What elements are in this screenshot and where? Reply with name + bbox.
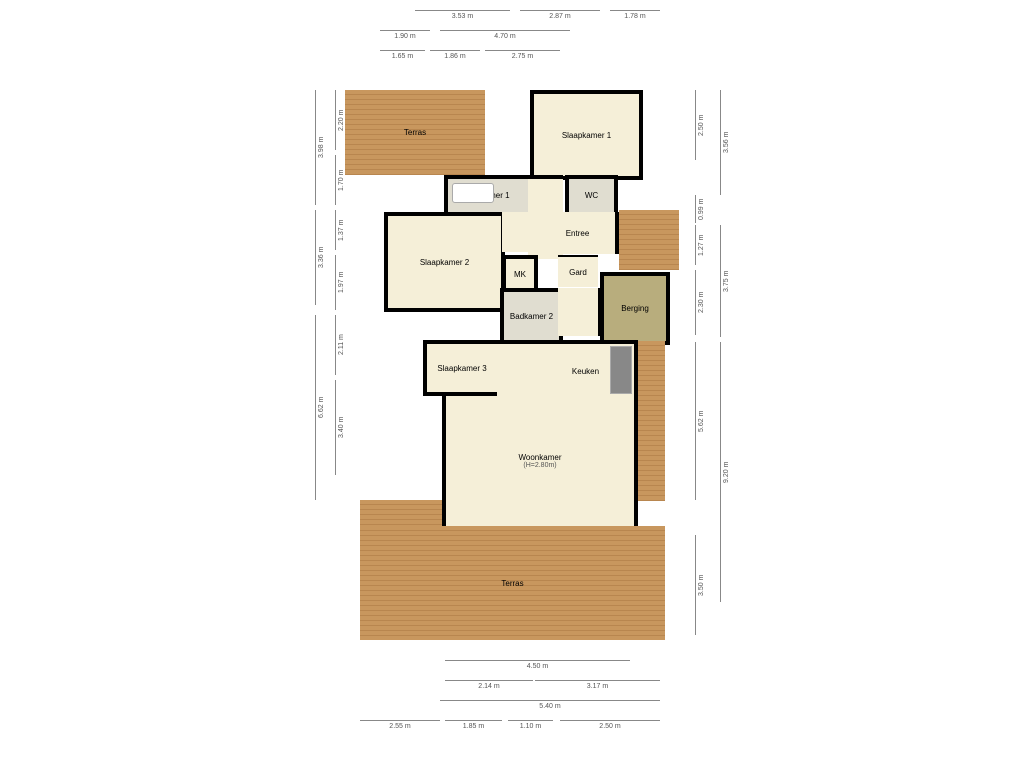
room-entree: Entree xyxy=(540,212,619,254)
dim-label: 3.98 m xyxy=(315,90,325,205)
dim-label: 1.37 m xyxy=(335,210,345,250)
hallway-mid xyxy=(502,212,540,252)
dim-label: 3.75 m xyxy=(720,225,730,337)
dim-label: 1.86 m xyxy=(430,50,480,60)
room-gard: Gard xyxy=(558,255,598,287)
room-terras-top: Terras xyxy=(345,90,485,175)
dim-label: 3.53 m xyxy=(415,10,510,20)
room-slaapkamer2: Slaapkamer 2 xyxy=(384,212,505,312)
dim-label: 2.50 m xyxy=(695,90,705,160)
dim-label: 0.99 m xyxy=(695,195,705,223)
dim-label: 1.27 m xyxy=(695,225,705,265)
label-terras1: Terras xyxy=(404,128,426,137)
dim-label: 1.70 m xyxy=(335,155,345,205)
dim-label: 5.40 m xyxy=(440,700,660,710)
dim-label: 3.50 m xyxy=(695,535,705,635)
dim-label: 1.85 m xyxy=(445,720,502,730)
dim-label: 1.78 m xyxy=(610,10,660,20)
floorplan-canvas: Terras Slaapkamer 1 Badkamer 1 WC Entree… xyxy=(0,0,1024,768)
room-badkamer1: Badkamer 1 xyxy=(444,175,532,216)
room-berging: Berging xyxy=(600,272,670,345)
dim-label: 9.20 m xyxy=(720,342,730,602)
dim-label: 2.11 m xyxy=(335,315,345,375)
label-woonkamer-sub: (H=2.80m) xyxy=(523,462,556,469)
label-entree: Entree xyxy=(566,229,590,238)
dim-label: 4.70 m xyxy=(440,30,570,40)
dim-label: 2.14 m xyxy=(445,680,533,690)
dim-label: 2.75 m xyxy=(485,50,560,60)
room-badkamer2: Badkamer 2 xyxy=(500,288,563,344)
dim-label: 2.50 m xyxy=(560,720,660,730)
label-gard: Gard xyxy=(569,268,587,277)
room-slaapkamer1: Slaapkamer 1 xyxy=(530,90,643,180)
hallway-gard xyxy=(558,288,600,336)
label-keuken: Keuken xyxy=(572,367,599,376)
label-berging: Berging xyxy=(621,304,649,313)
terras-strip-mid xyxy=(637,341,665,501)
counter-icon xyxy=(610,346,632,394)
dim-label: 1.97 m xyxy=(335,255,345,310)
label-terras2: Terras xyxy=(501,579,523,588)
label-wc: WC xyxy=(585,191,598,200)
label-woonkamer: Woonkamer xyxy=(519,453,562,462)
dim-label: 3.17 m xyxy=(535,680,660,690)
label-mk: MK xyxy=(514,270,526,279)
room-living-kitchen: Woonkamer (H=2.80m) xyxy=(442,392,638,530)
label-badkamer2: Badkamer 2 xyxy=(510,312,553,321)
dim-label: 2.20 m xyxy=(335,90,345,150)
dim-label: 3.40 m xyxy=(335,380,345,475)
label-slaapkamer3: Slaapkamer 3 xyxy=(437,364,486,373)
dim-label: 2.87 m xyxy=(520,10,600,20)
dim-label: 2.30 m xyxy=(695,270,705,335)
dim-label: 1.90 m xyxy=(380,30,430,40)
room-keuken-area: Keuken xyxy=(497,340,638,399)
dim-label: 1.10 m xyxy=(508,720,553,730)
room-terras-bottom: Terras xyxy=(360,526,665,640)
label-slaapkamer2: Slaapkamer 2 xyxy=(420,258,469,267)
dim-label: 3.36 m xyxy=(315,210,325,305)
bathtub-icon xyxy=(452,183,494,203)
dim-label: 5.62 m xyxy=(695,342,705,500)
room-wc: WC xyxy=(565,175,618,216)
label-slaapkamer1: Slaapkamer 1 xyxy=(562,131,611,140)
dim-label: 2.55 m xyxy=(360,720,440,730)
dim-label: 4.50 m xyxy=(445,660,630,670)
dim-label: 3.56 m xyxy=(720,90,730,195)
dim-label: 6.62 m xyxy=(315,315,325,500)
terras-strip-right xyxy=(619,210,679,270)
terras-strip-left xyxy=(360,500,442,526)
dim-label: 1.65 m xyxy=(380,50,425,60)
room-slaapkamer3: Slaapkamer 3 xyxy=(423,340,501,396)
